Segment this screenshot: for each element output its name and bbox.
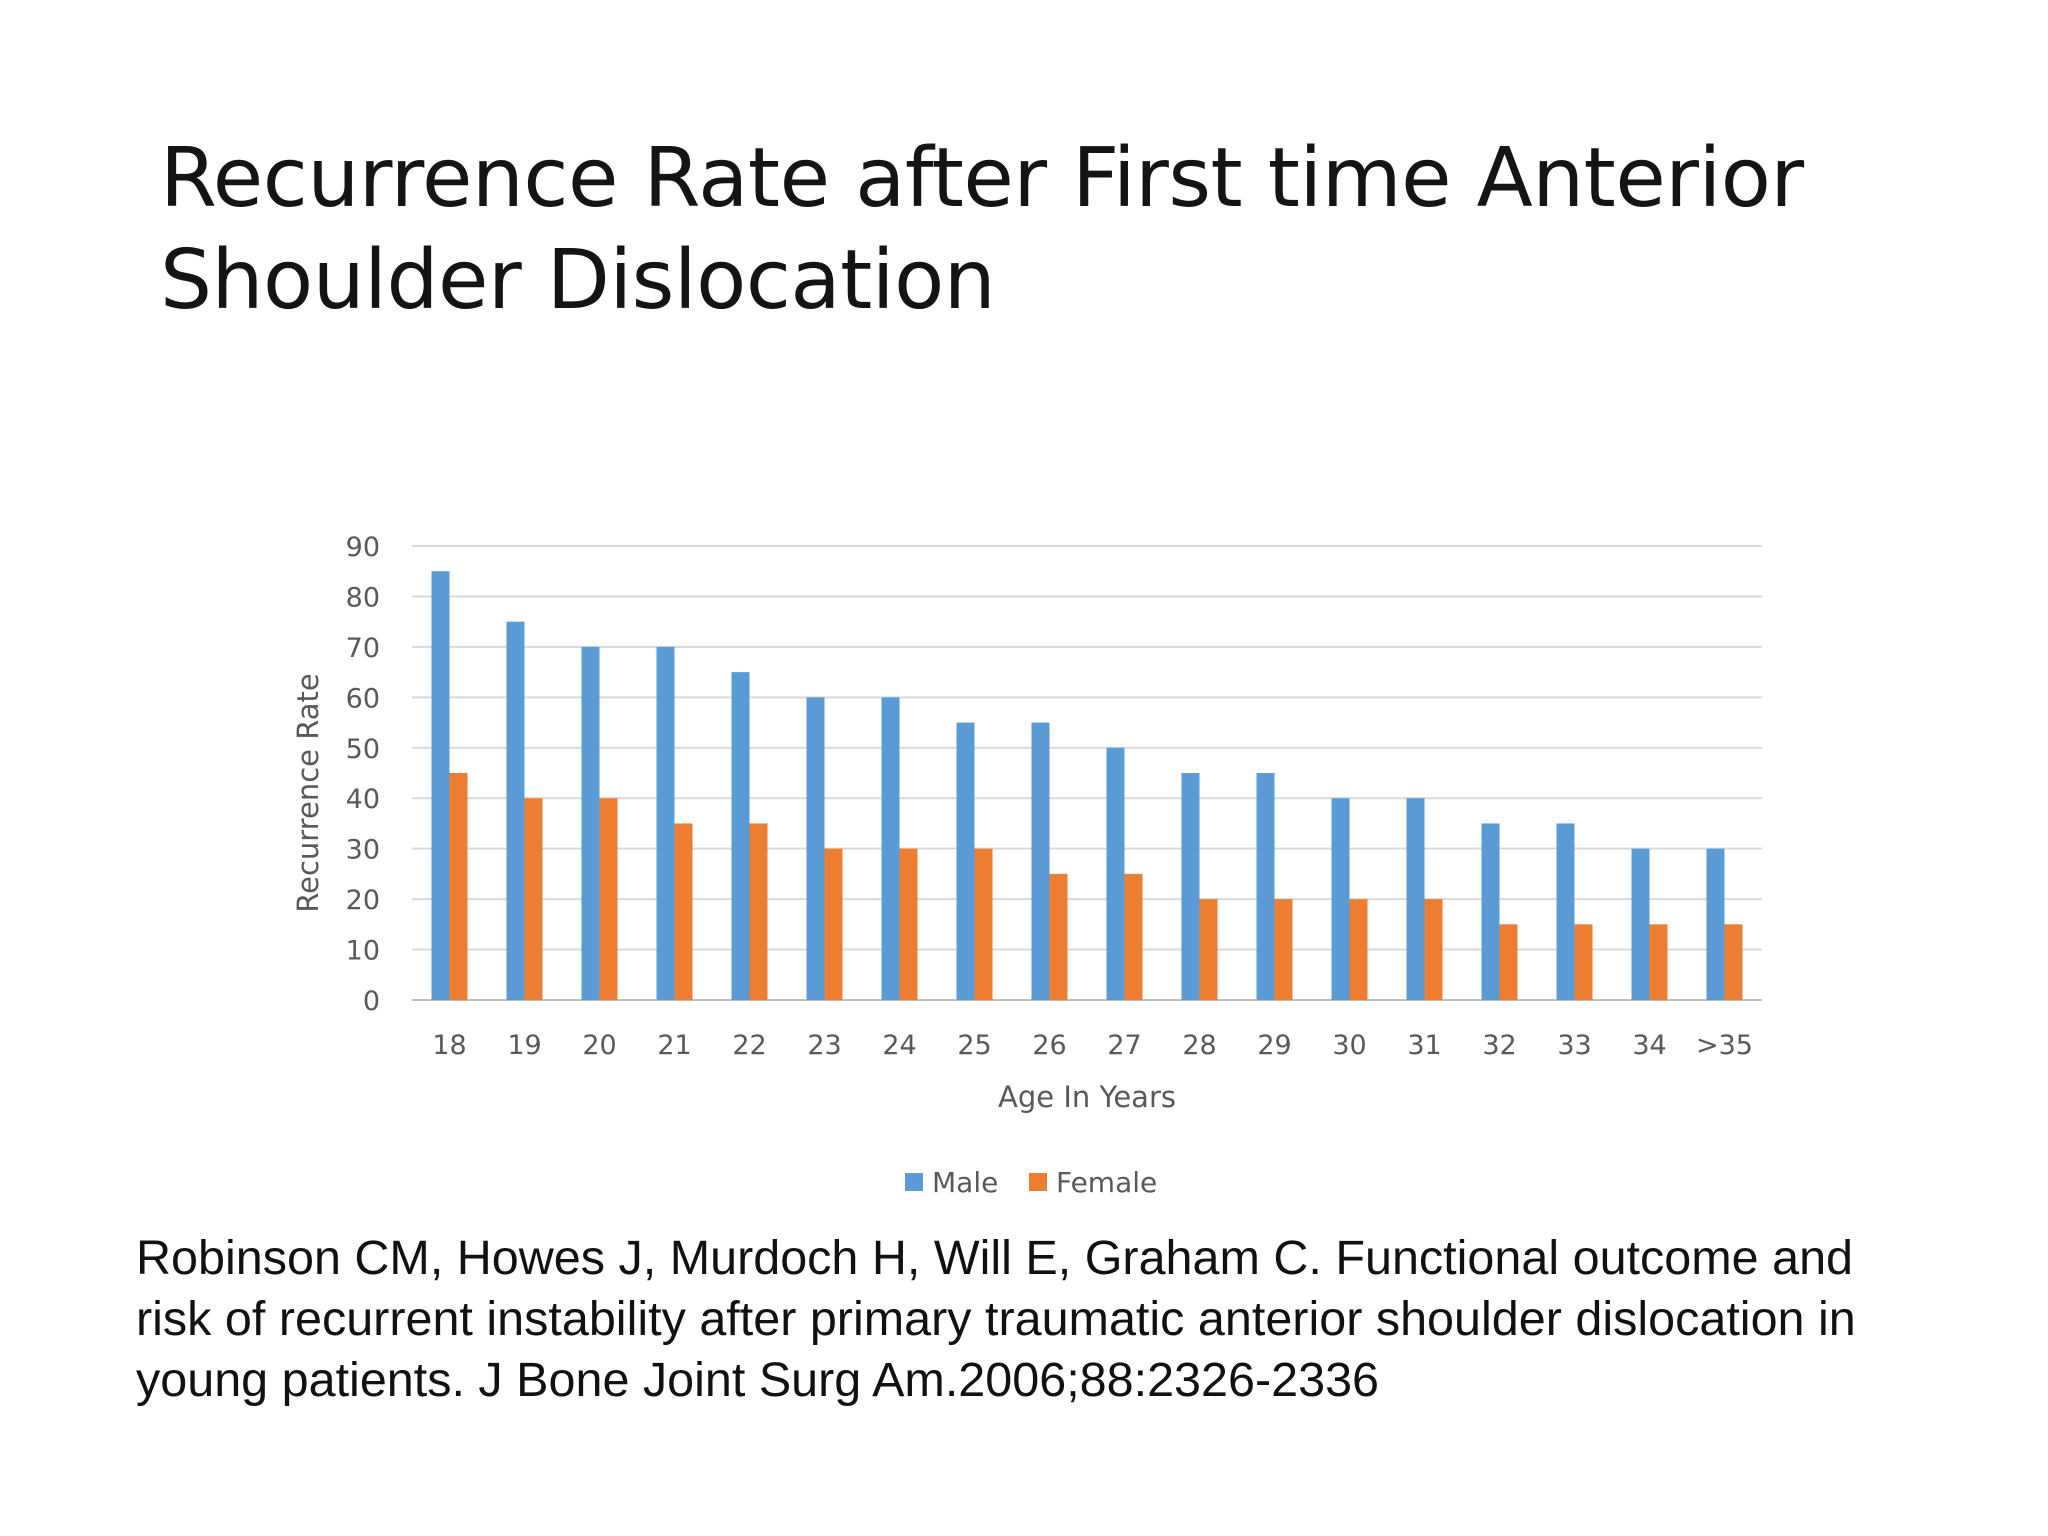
bar-female-20	[599, 798, 618, 1000]
bar-female-19	[524, 798, 543, 1000]
legend-swatch-male	[905, 1173, 923, 1191]
bar-male-21	[656, 646, 675, 1000]
legend-label-female: Female	[1056, 1166, 1157, 1199]
bar-male-30	[1331, 798, 1350, 1000]
y-tick-label: 20	[346, 885, 380, 916]
bar-female-31	[1424, 899, 1443, 1000]
bar-male-25	[956, 722, 975, 1000]
bar-male-26	[1031, 722, 1050, 1000]
citation-line-1: Robinson CM, Howes J, Murdoch H, Will E,…	[136, 1231, 1854, 1285]
bar-male-32	[1481, 823, 1500, 1000]
bar-female-gt35	[1724, 924, 1743, 1000]
chart-gridlines	[412, 545, 1762, 1001]
slide-title-line-2: Shoulder Dislocation	[160, 233, 996, 328]
bar-male-23	[806, 697, 825, 1000]
bar-female-26	[1049, 873, 1068, 1000]
bar-male-18	[431, 571, 450, 1000]
chart-legend: Male Female	[905, 1166, 1157, 1199]
y-tick-label: 30	[346, 835, 380, 866]
x-tick-label: 24	[882, 1030, 916, 1061]
bar-male-29	[1256, 773, 1275, 1000]
bar-female-24	[899, 848, 918, 1000]
bar-female-23	[824, 848, 843, 1000]
bar-male-19	[506, 621, 525, 1000]
x-tick-label: 33	[1557, 1030, 1591, 1061]
y-tick-label: 0	[363, 986, 380, 1017]
x-tick-label: 26	[1032, 1030, 1066, 1061]
bar-male-28	[1181, 773, 1200, 1000]
x-tick-label: 25	[957, 1030, 991, 1061]
bar-female-18	[449, 773, 468, 1000]
bar-male-24	[881, 697, 900, 1000]
bar-female-32	[1499, 924, 1518, 1000]
bar-female-25	[974, 848, 993, 1000]
y-tick-label: 10	[346, 936, 380, 967]
y-tick-label: 70	[346, 633, 380, 664]
x-tick-label: 21	[657, 1030, 691, 1061]
x-tick-label: 22	[732, 1030, 766, 1061]
bar-male-33	[1556, 823, 1575, 1000]
y-tick-label: 50	[346, 734, 380, 765]
legend-label-male: Male	[932, 1166, 998, 1199]
x-tick-label: >35	[1696, 1030, 1753, 1061]
bar-male-22	[731, 672, 750, 1000]
slide-title-line-1: Recurrence Rate after First time Anterio…	[160, 131, 1804, 226]
bar-male-gt35	[1706, 848, 1725, 1000]
bar-female-33	[1574, 924, 1593, 1000]
legend-swatch-female	[1029, 1173, 1047, 1191]
citation-line-3: young patients. J Bone Joint Surg Am.200…	[136, 1353, 1380, 1407]
y-tick-label: 40	[346, 784, 380, 815]
chart-bars	[431, 571, 1743, 1000]
bar-female-27	[1124, 873, 1143, 1000]
y-tick-label: 80	[346, 582, 380, 613]
x-tick-label: 34	[1632, 1030, 1666, 1061]
citation: Robinson CM, Howes J, Murdoch H, Will E,…	[136, 1228, 2026, 1411]
bar-male-31	[1406, 798, 1425, 1000]
y-axis-tick-labels: 0 10 20 30 40 50 60 70 80 90	[346, 532, 380, 1017]
x-tick-label: 30	[1332, 1030, 1366, 1061]
x-tick-label: 19	[507, 1030, 541, 1061]
x-tick-label: 31	[1407, 1030, 1441, 1061]
y-tick-label: 90	[346, 532, 380, 563]
x-tick-label: 27	[1107, 1030, 1141, 1061]
bar-female-28	[1199, 899, 1218, 1000]
y-axis-label: Recurrence Rate	[291, 673, 325, 912]
slide-title: Recurrence Rate after First time Anterio…	[160, 128, 1960, 332]
y-tick-label: 60	[346, 683, 380, 714]
bar-female-22	[749, 823, 768, 1000]
bar-female-29	[1274, 899, 1293, 1000]
bar-female-34	[1649, 924, 1668, 1000]
bar-male-34	[1631, 848, 1650, 1000]
x-tick-label: 32	[1482, 1030, 1516, 1061]
x-tick-label: 28	[1182, 1030, 1216, 1061]
x-axis-tick-labels: 18 19 20 21 22 23 24 25 26 27 28 29 30 31 32 33 34 >35	[432, 1030, 1753, 1061]
x-tick-label: 29	[1257, 1030, 1291, 1061]
bar-female-30	[1349, 899, 1368, 1000]
x-tick-label: 20	[582, 1030, 616, 1061]
bar-male-20	[581, 646, 600, 1000]
x-axis-label: Age In Years	[998, 1080, 1176, 1114]
x-tick-label: 23	[807, 1030, 841, 1061]
bar-male-27	[1106, 747, 1125, 1000]
x-tick-label: 18	[432, 1030, 466, 1061]
citation-line-2: risk of recurrent instability after prim…	[136, 1292, 1856, 1346]
bar-female-21	[674, 823, 693, 1000]
